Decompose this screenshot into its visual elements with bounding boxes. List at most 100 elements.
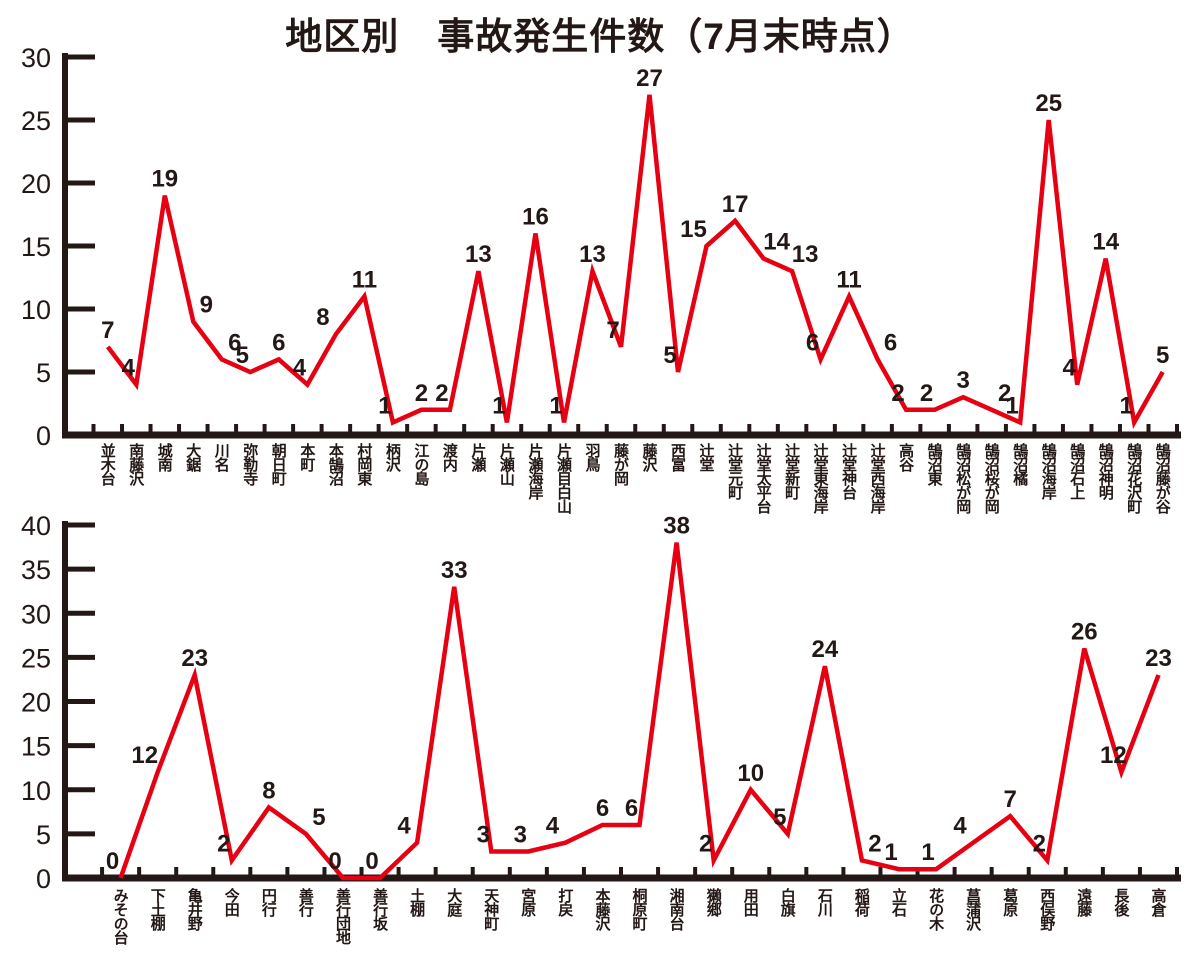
category-label: 藤が岡 xyxy=(612,443,629,485)
value-label: 38 xyxy=(663,513,690,540)
value-label: 0 xyxy=(106,848,119,875)
value-label: 27 xyxy=(636,65,663,92)
category-label: 鵠沼東 xyxy=(925,443,943,485)
category-label: 天神町 xyxy=(482,888,500,930)
category-label: 南藤沢 xyxy=(127,443,145,485)
category-label: 大庭 xyxy=(445,888,463,916)
y-tick-label: 10 xyxy=(21,776,51,806)
category-label: 善行坂 xyxy=(371,888,389,930)
value-label: 7 xyxy=(1004,786,1017,813)
y-tick-label: 20 xyxy=(21,169,51,199)
category-label: 遠藤 xyxy=(1075,888,1093,916)
category-label: 辻堂神台 xyxy=(840,443,858,499)
value-label: 2 xyxy=(699,830,712,857)
category-label: 片瀬山 xyxy=(497,443,515,485)
category-label: 羽鳥 xyxy=(583,443,601,471)
category-label: 城南 xyxy=(155,443,173,471)
value-label: 11 xyxy=(352,266,377,293)
category-label: 並木台 xyxy=(98,443,116,485)
y-tick-label: 15 xyxy=(21,732,51,762)
value-label: 6 xyxy=(625,795,638,822)
y-tick-label: 10 xyxy=(21,295,51,325)
category-label: 石川 xyxy=(815,888,833,916)
category-label: 片瀬 xyxy=(469,443,487,471)
value-label: 2 xyxy=(435,380,448,407)
category-label: 善行 xyxy=(296,888,314,916)
category-label: 辻堂新町 xyxy=(783,443,801,499)
value-label: 6 xyxy=(884,329,897,356)
category-label: 高谷 xyxy=(897,443,915,471)
value-label: 9 xyxy=(200,292,213,319)
value-label: 5 xyxy=(312,804,325,831)
category-label: 弥勒寺 xyxy=(241,443,259,485)
category-label: 今田 xyxy=(222,888,240,916)
value-label: 3 xyxy=(514,822,527,849)
y-tick-label: 25 xyxy=(21,106,51,136)
value-label: 6 xyxy=(272,329,285,356)
value-label: 1 xyxy=(1006,392,1019,419)
category-label: 本藤沢 xyxy=(593,888,611,930)
y-tick-label: 35 xyxy=(21,555,51,585)
value-label: 2 xyxy=(920,380,933,407)
category-label: 朝日町 xyxy=(269,443,287,485)
category-label: 葛原 xyxy=(1001,888,1019,916)
value-label: 2 xyxy=(415,380,428,407)
category-label: 本鵠沼 xyxy=(326,443,344,485)
value-label: 2 xyxy=(217,830,230,857)
category-label: 柄沢 xyxy=(383,443,401,471)
value-label: 2 xyxy=(1033,830,1046,857)
category-label: 鵠沼石上 xyxy=(1068,443,1086,499)
value-label: 12 xyxy=(131,742,158,769)
value-label: 1 xyxy=(884,839,897,866)
category-label: 亀井野 xyxy=(185,888,203,930)
category-label: 鵠沼橘 xyxy=(1011,443,1029,485)
category-label: 本町 xyxy=(298,443,316,471)
category-label: 江の島 xyxy=(412,443,430,485)
value-label: 2 xyxy=(998,380,1011,407)
value-label: 12 xyxy=(1100,742,1127,769)
category-label: 菖蒲沢 xyxy=(964,888,982,930)
category-label: 高倉 xyxy=(1149,888,1167,916)
y-tick-label: 25 xyxy=(21,643,51,673)
value-label: 14 xyxy=(1092,229,1119,256)
y-tick-label: 5 xyxy=(36,820,51,850)
y-tick-label: 40 xyxy=(21,511,51,541)
y-tick-label: 5 xyxy=(36,358,51,388)
category-label: 鵠沼桜が岡 xyxy=(982,443,1000,513)
category-label: 長後 xyxy=(1112,888,1130,916)
value-label: 15 xyxy=(680,216,707,243)
value-label: 1 xyxy=(1120,392,1133,419)
category-label: 大鋸 xyxy=(184,443,202,471)
category-label: 鵠沼神明 xyxy=(1096,443,1114,499)
value-label: 1 xyxy=(921,839,934,866)
value-label: 7 xyxy=(606,317,619,344)
category-label: 村岡東 xyxy=(355,443,373,485)
value-label: 6 xyxy=(596,795,609,822)
y-tick-label: 20 xyxy=(21,688,51,718)
value-label: 1 xyxy=(492,392,505,419)
category-label: 打戻 xyxy=(556,888,574,916)
y-tick-label: 15 xyxy=(21,232,51,262)
value-label: 5 xyxy=(663,342,676,369)
value-label: 7 xyxy=(101,317,114,344)
category-label: 鵠沼海岸 xyxy=(1039,443,1057,499)
y-tick-label: 0 xyxy=(36,864,51,894)
value-label: 16 xyxy=(522,203,549,230)
value-label: 4 xyxy=(546,813,560,840)
y-tick-label: 30 xyxy=(21,43,51,73)
category-label: 花の木 xyxy=(927,888,945,930)
value-label: 33 xyxy=(441,557,468,584)
category-label: 藤沢 xyxy=(640,443,658,471)
category-label: 辻堂 xyxy=(697,443,715,471)
series-line xyxy=(118,542,1161,881)
value-label: 13 xyxy=(792,241,819,268)
category-label: 辻堂東海岸 xyxy=(811,443,829,513)
chart-title: 地区別 事故発生件数（7月末時点） xyxy=(285,16,915,57)
category-label: 渡内 xyxy=(440,443,458,471)
category-label: みその台 xyxy=(111,888,129,944)
value-label: 5 xyxy=(236,342,249,369)
